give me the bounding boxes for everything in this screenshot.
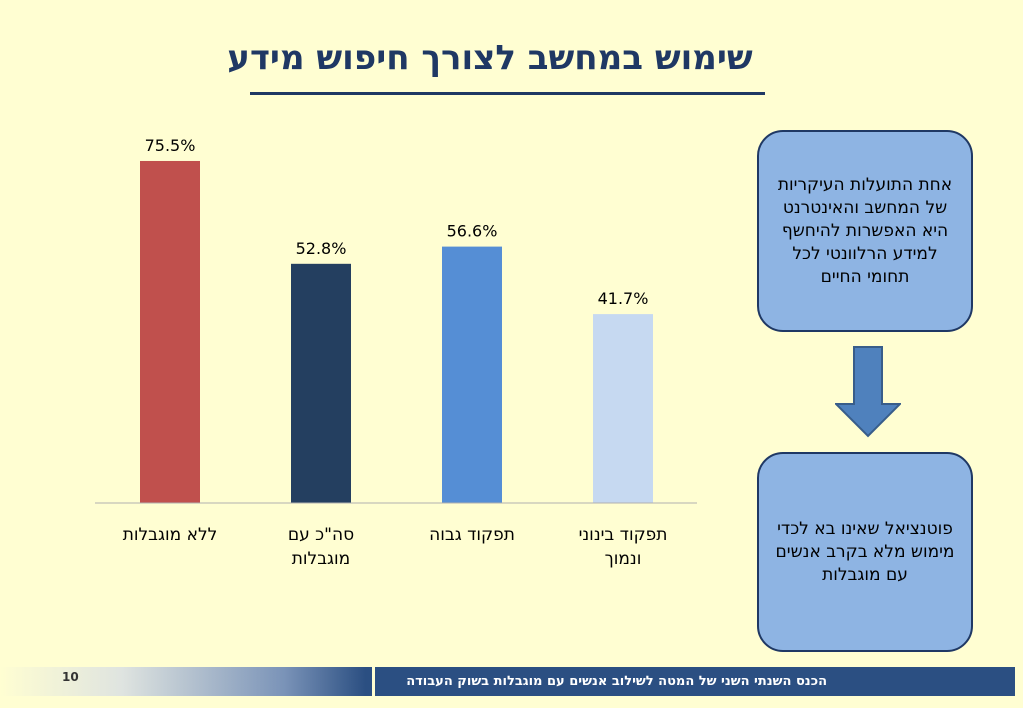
footer-bar: 10 הכנס השנתי השני של המטה לשילוב אנשים …	[0, 667, 1015, 696]
category-labels: ללא מוגבלות סה"כ עם מוגבלות תפקוד גבוה תפקוד…	[123, 525, 668, 569]
bar-0	[140, 160, 200, 504]
callout-benefit: אחת התועלות העיקריות של המחשב והאינטרנט …	[757, 130, 973, 332]
value-label-1: 52.8%	[296, 239, 347, 258]
value-label-2: 56.6%	[447, 222, 498, 241]
footer-divider	[372, 667, 375, 696]
bar-2	[442, 246, 502, 504]
value-label-3: 41.7%	[598, 289, 649, 308]
value-labels: 75.5% 52.8% 56.6% 41.7%	[145, 136, 649, 308]
page-number: 10	[62, 670, 79, 684]
bars	[140, 160, 653, 504]
bar-3	[593, 314, 653, 503]
category-label-1-0: סה"כ עם	[288, 525, 354, 545]
page-title: שימוש במחשב לצורך חיפוש מידע	[227, 38, 753, 78]
footer-text: הכנס השנתי השני של המטה לשילוב אנשים עם …	[406, 674, 827, 689]
value-label-0: 75.5%	[145, 136, 196, 155]
category-label-2-0: תפקוד גבוה	[429, 525, 515, 545]
title-underline	[250, 92, 765, 95]
bar-chart: 75.5% 52.8% 56.6% 41.7% ללא מוגבלות סה"כ עם מ…	[95, 136, 697, 569]
category-label-0-0: ללא מוגבלות	[123, 525, 218, 545]
category-label-1-1: מוגבלות	[292, 549, 350, 569]
down-arrow-icon	[835, 346, 901, 438]
bar-1	[291, 263, 351, 503]
category-label-3-1: ונמוך	[605, 549, 642, 569]
callout-potential: פוטנציאל שאינו בא לכדי מימוש מלא בקרב אנ…	[757, 452, 973, 652]
category-label-3-0: תפקוד בינוני	[579, 525, 668, 545]
